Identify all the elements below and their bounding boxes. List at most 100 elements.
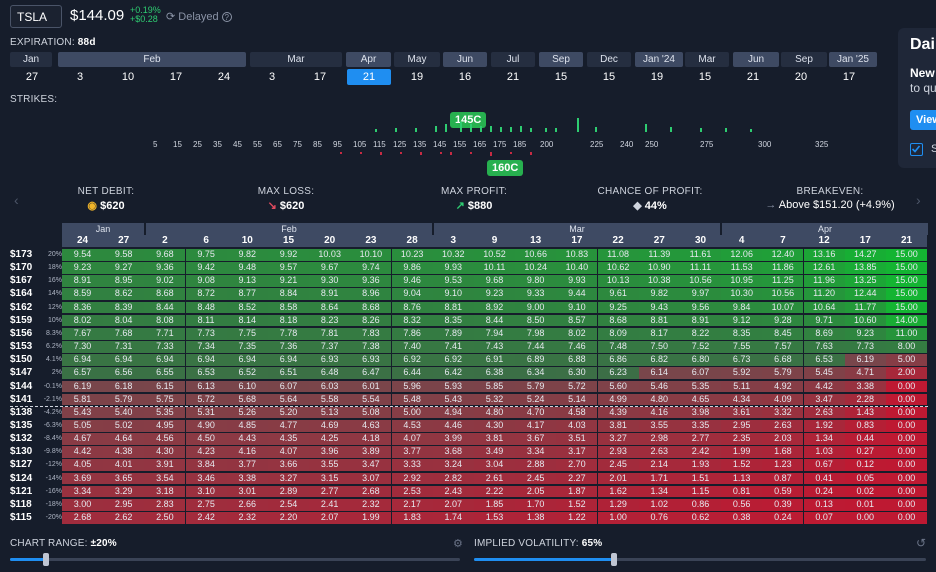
table-cell[interactable]: 1.85 — [474, 498, 515, 511]
table-cell[interactable]: 3.77 — [391, 446, 433, 458]
table-cell[interactable]: 0.00 — [886, 393, 927, 406]
table-cell[interactable]: 2.83 — [144, 498, 186, 511]
table-cell[interactable]: 7.46 — [556, 341, 598, 353]
expiry-month-3[interactable]: Apr — [346, 52, 391, 67]
table-cell[interactable]: 1.02 — [638, 498, 680, 511]
table-cell[interactable]: 4.07 — [268, 446, 309, 458]
table-cell[interactable]: 10.66 — [515, 249, 557, 261]
table-cell[interactable]: 2.07 — [432, 498, 474, 511]
table-cell[interactable]: 5.35 — [680, 380, 721, 393]
table-cell[interactable]: 1.71 — [638, 472, 680, 485]
table-cell[interactable]: 11.00 — [886, 327, 927, 340]
table-cell[interactable]: 10.13 — [597, 275, 639, 287]
expiry-month-5[interactable]: Jun — [443, 52, 487, 67]
table-cell[interactable]: 10.62 — [597, 262, 639, 274]
table-cell[interactable]: 12.61 — [803, 262, 845, 274]
table-cell[interactable]: 15.00 — [886, 275, 927, 287]
settings-icon[interactable]: ⚙ — [453, 538, 463, 550]
table-cell[interactable]: 0.00 — [886, 498, 927, 511]
table-cell[interactable]: 6.34 — [515, 367, 557, 380]
iv-slider-handle[interactable] — [611, 553, 618, 566]
table-cell[interactable]: 0.00 — [886, 512, 927, 524]
table-cell[interactable]: 1.34 — [803, 433, 845, 445]
table-cell[interactable]: 4.50 — [185, 433, 227, 445]
table-cell[interactable]: 3.29 — [103, 485, 145, 498]
table-cell[interactable]: 2.07 — [309, 512, 351, 524]
table-cell[interactable]: 3.81 — [597, 419, 639, 432]
table-cell[interactable]: 3.49 — [474, 446, 515, 458]
table-cell[interactable]: 11.08 — [597, 249, 639, 261]
table-cell[interactable]: 5.13 — [309, 406, 351, 419]
table-cell[interactable]: 10.90 — [638, 262, 680, 274]
table-cell[interactable]: 8.08 — [144, 314, 186, 327]
table-cell[interactable]: 4.09 — [762, 393, 804, 406]
table-cell[interactable]: 2.93 — [597, 446, 639, 458]
table-cell[interactable]: 3.99 — [432, 433, 474, 445]
table-cell[interactable]: 2.66 — [226, 498, 268, 511]
delayed-status[interactable]: ⟳ Delayed ? — [166, 10, 232, 23]
table-cell[interactable]: 9.92 — [268, 249, 309, 261]
table-cell[interactable]: 7.30 — [62, 341, 103, 353]
table-cell[interactable]: 4.64 — [103, 433, 145, 445]
table-cell[interactable]: 8.92 — [474, 301, 515, 314]
table-cell[interactable]: 12.40 — [762, 249, 804, 261]
table-cell[interactable]: 5.14 — [556, 393, 598, 406]
table-cell[interactable]: 3.66 — [268, 459, 309, 472]
table-cell[interactable]: 4.92 — [762, 380, 804, 393]
table-cell[interactable]: 1.52 — [721, 459, 763, 472]
table-cell[interactable]: 1.99 — [350, 512, 392, 524]
table-cell[interactable]: 9.48 — [226, 262, 268, 274]
table-cell[interactable]: 8.35 — [432, 314, 474, 327]
table-cell[interactable]: 8.48 — [185, 301, 227, 314]
table-cell[interactable]: 6.55 — [144, 367, 186, 380]
table-cell[interactable]: 7.50 — [638, 341, 680, 353]
table-cell[interactable]: 0.38 — [721, 512, 763, 524]
table-cell[interactable]: 9.42 — [185, 262, 227, 274]
table-cell[interactable]: 5.00 — [886, 354, 927, 366]
table-cell[interactable]: 7.31 — [103, 341, 145, 353]
table-cell[interactable]: 9.44 — [556, 288, 598, 301]
table-cell[interactable]: 4.70 — [515, 406, 557, 419]
expiry-day-15[interactable]: 21 — [746, 71, 760, 83]
table-cell[interactable]: 9.71 — [803, 314, 845, 327]
table-cell[interactable]: 9.53 — [432, 275, 474, 287]
table-cell[interactable]: 7.81 — [309, 327, 351, 340]
table-cell[interactable]: 9.00 — [515, 301, 557, 314]
table-cell[interactable]: 6.88 — [556, 354, 598, 366]
table-cell[interactable]: 6.14 — [638, 367, 680, 380]
table-cell[interactable]: 2.54 — [268, 498, 309, 511]
table-cell[interactable]: 9.36 — [144, 262, 186, 274]
table-cell[interactable]: 6.23 — [597, 367, 639, 380]
table-cell[interactable]: 2.32 — [350, 498, 392, 511]
table-cell[interactable]: 0.13 — [803, 498, 845, 511]
table-cell[interactable]: 5.75 — [144, 393, 186, 406]
table-cell[interactable]: 2.68 — [350, 485, 392, 498]
table-cell[interactable]: 3.38 — [226, 472, 268, 485]
table-cell[interactable]: 10.95 — [721, 275, 763, 287]
table-cell[interactable]: 3.38 — [844, 380, 886, 393]
table-cell[interactable]: 0.76 — [638, 512, 680, 524]
table-cell[interactable]: 8.02 — [556, 327, 598, 340]
expiry-month-6[interactable]: Jul — [491, 52, 535, 67]
table-cell[interactable]: 0.01 — [844, 498, 886, 511]
table-cell[interactable]: 7.38 — [350, 341, 392, 353]
table-cell[interactable]: 4.43 — [226, 433, 268, 445]
table-cell[interactable]: 6.56 — [103, 367, 145, 380]
table-cell[interactable]: 0.00 — [886, 406, 927, 419]
table-cell[interactable]: 3.24 — [432, 459, 474, 472]
table-cell[interactable]: 7.55 — [721, 341, 763, 353]
table-cell[interactable]: 2.75 — [185, 498, 227, 511]
table-cell[interactable]: 7.89 — [432, 327, 474, 340]
table-cell[interactable]: 2.62 — [103, 512, 145, 524]
table-cell[interactable]: 8.91 — [680, 314, 721, 327]
table-cell[interactable]: 2.22 — [474, 485, 515, 498]
table-cell[interactable]: 2.05 — [515, 485, 557, 498]
table-cell[interactable]: 0.00 — [886, 485, 927, 498]
table-cell[interactable]: 2.43 — [432, 485, 474, 498]
table-cell[interactable]: 9.04 — [391, 288, 433, 301]
table-cell[interactable]: 10.30 — [721, 288, 763, 301]
table-cell[interactable]: 7.73 — [844, 341, 886, 353]
table-cell[interactable]: 2.98 — [638, 433, 680, 445]
table-cell[interactable]: 8.72 — [185, 288, 227, 301]
table-cell[interactable]: 4.25 — [309, 433, 351, 445]
